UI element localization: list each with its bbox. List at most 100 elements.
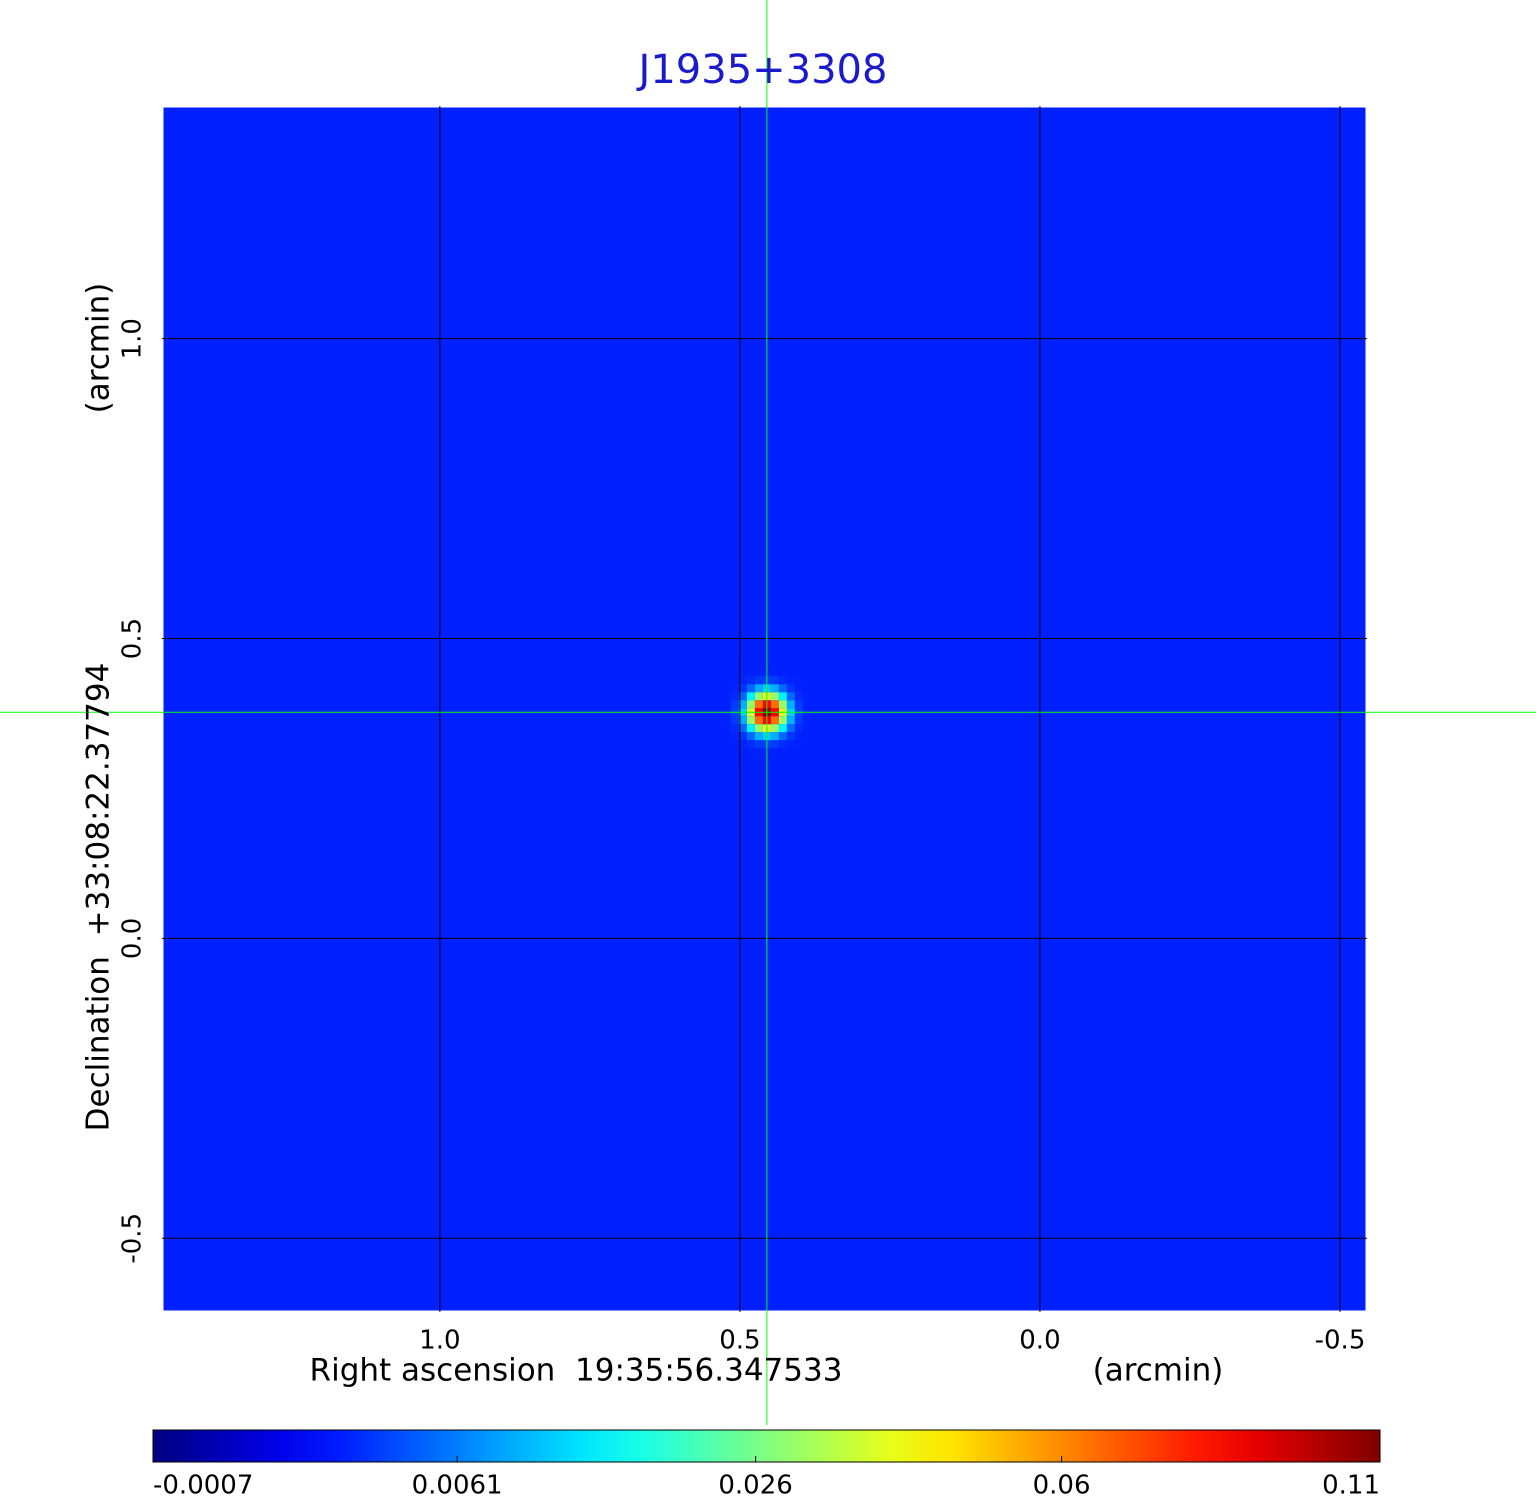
source-pixel — [802, 716, 811, 725]
colorbar — [152, 1429, 1381, 1463]
source-pixel — [770, 684, 779, 693]
source-pixel — [802, 684, 811, 693]
source-pixel — [786, 700, 795, 709]
y-tick-label: 0.0 — [118, 918, 148, 959]
source-pixel — [794, 732, 803, 741]
source-pixel — [722, 684, 731, 693]
source-pixel — [770, 660, 779, 669]
source-pixel — [722, 716, 731, 725]
source-pixel — [746, 724, 755, 733]
colorbar-tick-label: 0.0061 — [412, 1471, 503, 1500]
source-pixel — [786, 716, 795, 725]
y-axis-label: Declination +33:08:22.37794 — [81, 663, 117, 1132]
source-pixel — [778, 748, 787, 757]
source-pixel — [794, 684, 803, 693]
x-tick-label: 0.0 — [1019, 1326, 1060, 1356]
source-pixel — [794, 756, 803, 765]
source-pixel — [730, 732, 739, 741]
source-pixel — [770, 748, 779, 757]
source-pixel — [802, 700, 811, 709]
source-pixel — [722, 732, 731, 741]
source-pixel — [810, 676, 819, 685]
source-pixel — [770, 676, 779, 685]
source-pixel — [730, 740, 739, 749]
source-pixel — [810, 756, 819, 765]
source-pixel — [794, 692, 803, 701]
source-pixel — [786, 732, 795, 741]
source-pixel — [794, 700, 803, 709]
source-pixel — [754, 740, 763, 749]
source-pixel — [754, 660, 763, 669]
source-pixel — [730, 676, 739, 685]
source-pixel — [794, 748, 803, 757]
source-pixel — [746, 692, 755, 701]
source-pixel — [778, 660, 787, 669]
source-pixel — [746, 668, 755, 677]
source-pixel — [778, 724, 787, 733]
source-pixel — [778, 756, 787, 765]
source-pixel — [730, 684, 739, 693]
x-tick-label: 1.0 — [419, 1326, 460, 1356]
source-pixel — [794, 668, 803, 677]
source-pixel — [754, 684, 763, 693]
source-pixel — [786, 724, 795, 733]
source-pixel — [722, 756, 731, 765]
source-pixel — [770, 756, 779, 765]
source-pixel — [738, 732, 747, 741]
source-pixel — [778, 684, 787, 693]
source-pixel — [778, 732, 787, 741]
source-pixel — [770, 668, 779, 677]
source-pixel — [810, 700, 819, 709]
source-pixel — [738, 700, 747, 709]
source-pixel — [802, 756, 811, 765]
source-pixel — [730, 700, 739, 709]
source-pixel — [802, 732, 811, 741]
y-axis-unit: (arcmin) — [81, 283, 117, 414]
source-pixel — [746, 676, 755, 685]
source-pixel — [810, 724, 819, 733]
source-pixel — [778, 716, 787, 725]
source-pixel — [738, 724, 747, 733]
source-pixel — [786, 676, 795, 685]
source-pixel — [786, 748, 795, 757]
source-pixel — [722, 660, 731, 669]
source-pixel — [722, 676, 731, 685]
source-pixel — [810, 692, 819, 701]
colorbar-tick-label: 0.11 — [1322, 1471, 1380, 1500]
source-pixel — [730, 660, 739, 669]
source-pixel — [778, 740, 787, 749]
source-pixel — [746, 716, 755, 725]
source-pixel — [770, 740, 779, 749]
source-pixel — [746, 660, 755, 669]
source-pixel — [738, 660, 747, 669]
source-pixel — [754, 716, 763, 725]
x-axis-label: Right ascension 19:35:56.347533 — [310, 1353, 843, 1389]
source-pixel — [754, 668, 763, 677]
y-tick-label: 1.0 — [118, 318, 148, 359]
source-pixel — [786, 756, 795, 765]
source-pixel — [722, 700, 731, 709]
source-pixel — [802, 740, 811, 749]
source-pixel — [714, 740, 723, 749]
source-pixel — [730, 668, 739, 677]
source-pixel — [778, 692, 787, 701]
source-pixel — [810, 748, 819, 757]
source-pixel — [786, 692, 795, 701]
source-pixel — [754, 756, 763, 765]
source-pixel — [746, 700, 755, 709]
source-pixel — [778, 676, 787, 685]
x-tick-label: -0.5 — [1315, 1326, 1366, 1356]
source-pixel — [810, 684, 819, 693]
source-pixel — [786, 660, 795, 669]
source-pixel — [786, 740, 795, 749]
source-pixel — [714, 668, 723, 677]
source-pixel — [722, 668, 731, 677]
source-pixel — [714, 692, 723, 701]
source-pixel — [738, 740, 747, 749]
source-pixel — [754, 748, 763, 757]
source-pixel — [754, 692, 763, 701]
source-pixel — [754, 732, 763, 741]
source-pixel — [722, 740, 731, 749]
source-pixel — [794, 740, 803, 749]
